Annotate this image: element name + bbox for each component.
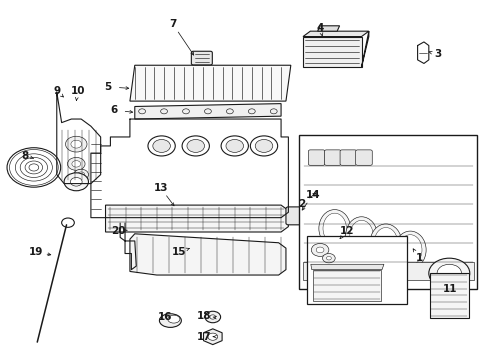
Text: 10: 10 — [70, 86, 85, 96]
Circle shape — [207, 333, 217, 340]
Text: 2: 2 — [297, 199, 305, 210]
Circle shape — [72, 161, 81, 167]
FancyBboxPatch shape — [285, 207, 305, 225]
Ellipse shape — [318, 210, 350, 247]
Circle shape — [221, 136, 248, 156]
Polygon shape — [317, 26, 339, 31]
Text: 6: 6 — [110, 105, 117, 115]
Text: 15: 15 — [171, 247, 185, 257]
Text: 16: 16 — [158, 312, 172, 322]
Circle shape — [182, 109, 189, 114]
Bar — [299, 135, 476, 289]
Text: 9: 9 — [53, 86, 60, 96]
Polygon shape — [303, 262, 473, 280]
Ellipse shape — [394, 231, 425, 269]
Text: 5: 5 — [104, 82, 111, 92]
Circle shape — [311, 243, 328, 256]
Circle shape — [139, 109, 145, 114]
Circle shape — [74, 169, 88, 180]
FancyBboxPatch shape — [355, 150, 371, 165]
Circle shape — [65, 136, 87, 152]
Circle shape — [148, 136, 175, 156]
Circle shape — [61, 218, 74, 227]
Circle shape — [77, 172, 84, 177]
Circle shape — [70, 177, 82, 186]
Polygon shape — [130, 65, 290, 101]
Circle shape — [248, 109, 255, 114]
Text: 3: 3 — [433, 49, 441, 59]
Polygon shape — [130, 234, 285, 275]
Polygon shape — [303, 31, 368, 37]
FancyBboxPatch shape — [191, 51, 212, 65]
Text: 20: 20 — [111, 226, 126, 236]
Circle shape — [255, 139, 272, 152]
Ellipse shape — [373, 228, 397, 258]
Circle shape — [186, 139, 204, 152]
Text: 17: 17 — [197, 332, 211, 342]
Polygon shape — [303, 37, 361, 67]
Circle shape — [316, 247, 324, 253]
Circle shape — [153, 139, 170, 152]
Circle shape — [71, 140, 81, 148]
Ellipse shape — [323, 213, 346, 244]
Polygon shape — [105, 205, 288, 232]
Bar — [429, 273, 468, 318]
Ellipse shape — [369, 224, 401, 262]
Text: 19: 19 — [29, 247, 43, 257]
Ellipse shape — [167, 315, 180, 323]
Circle shape — [226, 109, 233, 114]
Circle shape — [209, 315, 215, 319]
Circle shape — [436, 264, 461, 282]
Ellipse shape — [345, 217, 377, 255]
Circle shape — [428, 258, 469, 288]
Polygon shape — [361, 31, 368, 67]
Ellipse shape — [159, 314, 181, 327]
Polygon shape — [310, 264, 383, 270]
Text: 8: 8 — [21, 150, 29, 161]
FancyBboxPatch shape — [324, 150, 340, 165]
Circle shape — [270, 109, 277, 114]
Circle shape — [225, 139, 243, 152]
Circle shape — [204, 109, 211, 114]
Text: 11: 11 — [442, 284, 457, 294]
Text: 14: 14 — [305, 190, 320, 200]
Circle shape — [322, 253, 334, 263]
Circle shape — [204, 311, 220, 323]
Circle shape — [160, 109, 167, 114]
FancyBboxPatch shape — [339, 150, 356, 165]
FancyBboxPatch shape — [308, 150, 325, 165]
Polygon shape — [312, 270, 380, 301]
Ellipse shape — [398, 235, 421, 265]
Text: 4: 4 — [316, 23, 323, 33]
Circle shape — [182, 136, 209, 156]
Text: 12: 12 — [339, 226, 353, 236]
Polygon shape — [135, 104, 281, 119]
Circle shape — [250, 136, 277, 156]
Text: 7: 7 — [169, 19, 176, 29]
Circle shape — [67, 157, 85, 170]
Text: 18: 18 — [197, 311, 211, 320]
Text: 13: 13 — [153, 183, 167, 193]
Text: 1: 1 — [415, 253, 422, 263]
Ellipse shape — [349, 220, 372, 251]
Circle shape — [326, 256, 330, 260]
Circle shape — [64, 173, 88, 191]
Bar — [306, 235, 406, 304]
